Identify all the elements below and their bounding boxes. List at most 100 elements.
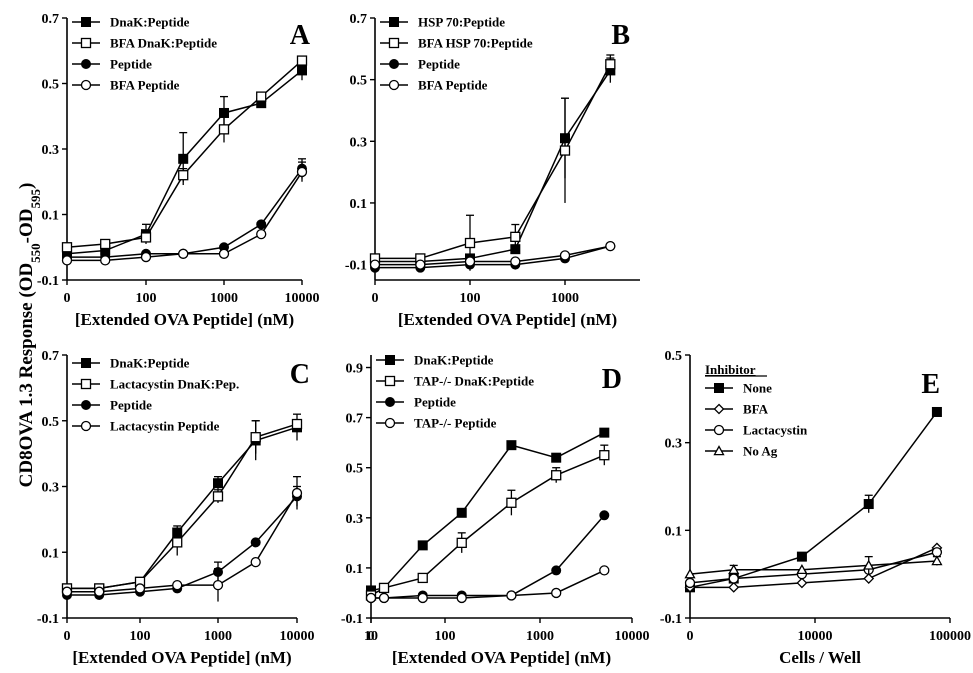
legend-marker [80,378,92,390]
x-tick-label: 0 [372,291,379,306]
legend-marker [81,400,91,410]
data-point [417,592,428,604]
data-point [218,248,230,259]
data-point [863,559,875,570]
legend: DnaK:Peptide Lactacystin DnaK:Pep. Peptide… [72,356,239,434]
legend-marker [384,417,396,429]
data-point [296,166,308,178]
chart-panel-b: -0.1 0.1 0.3 0.5 0.7 0 100 1000 [Extended OVA Pe… [345,12,640,329]
series-lactacystin-dnak-pep- [61,418,303,594]
series-none [685,406,942,593]
legend-entry-label: No Ag [743,444,778,459]
series-dnak-peptide [62,413,302,594]
series-lactacystin-peptide [61,475,303,602]
legend-marker [385,397,395,407]
series-line [690,547,938,589]
legend-marker [80,37,92,49]
panels: -0.10.10.30.50.70 100 1000 10000[Extended O… [37,12,971,667]
data-point [796,551,807,562]
data-point [456,537,467,549]
data-point [61,255,73,266]
data-point [172,537,183,548]
data-point [61,242,73,253]
legend-marker [389,17,399,27]
y-tick-label: 0.3 [665,437,683,452]
y-tick-label: -0.1 [660,612,682,627]
data-point [605,240,616,252]
x-tick-label: 100 [460,291,481,306]
series-line [689,560,937,575]
legend-marker [713,424,725,436]
x-tick-label: 10000 [280,629,315,644]
legend-marker [80,420,92,432]
y-tick-label: 0.1 [42,546,60,561]
data-point [605,59,616,70]
legend-entry-label: DnaK:Peptide [110,15,190,30]
x-tick-label: 10000 [615,629,650,644]
data-point [296,55,308,66]
chart-panel-d: -0.1 0.1 0.3 0.5 0.7 0.9 010 100 1000 10000 [Exten… [341,353,650,668]
data-point [551,565,562,576]
data-point [559,250,571,261]
data-point [863,573,875,584]
legend-entry-label: Peptide [110,398,152,413]
legend-marker [384,375,396,387]
y-tick-label: 0.5 [346,462,364,477]
y-tick-label: 0.1 [665,524,683,539]
legend-marker [389,59,399,69]
data-point [100,238,111,250]
y-tick-label: -0.1 [37,274,59,289]
y-tick-label: 0.1 [350,197,368,212]
legend-entry-label: Peptide [110,57,152,72]
x-tick-label: 100000 [929,629,971,644]
legend-marker [714,383,724,393]
data-point [931,555,943,566]
data-point [415,259,426,270]
chart-panel-e: -0.1 0.1 0.3 0.5 0 10000 100000 Cells / Well E In… [660,349,971,667]
legend-entry-label: BFA Peptide [418,78,488,93]
legend-entry-label: Peptide [418,57,460,72]
data-point [599,450,610,461]
y-tick-label: 0.9 [346,362,364,377]
series-hsp-70-peptide [370,57,616,267]
data-point [365,592,377,604]
series-bfa-hsp-70-peptide [369,54,616,271]
data-point [796,563,808,575]
y-tick-label: 0.7 [346,412,364,427]
series-line [375,245,611,266]
data-point [456,592,467,604]
legend-entry-label: TAP-/- Peptide [414,416,497,431]
x-axis-label: [Extended OVA Peptide] (nM) [72,648,291,667]
data-point [551,452,562,463]
data-point [178,248,189,259]
data-point [506,590,517,601]
y-tick-label: 0.3 [346,512,364,527]
data-point [796,577,808,589]
y-tick-label: 0.5 [350,74,368,89]
y-tick-label: 0.7 [350,12,368,27]
data-point [212,491,224,502]
data-point [178,170,189,181]
legend-entry-label: BFA [743,402,769,417]
x-tick-label: 0 [368,629,375,644]
data-point [417,572,428,584]
x-tick-label: 0 [64,629,71,644]
x-axis-label: Cells / Well [779,648,861,667]
series-line [371,569,605,599]
legend-entry-label: BFA DnaK:Peptide [110,36,217,51]
data-point [172,579,183,591]
y-tick-label: 0.5 [42,78,60,93]
data-point [506,440,517,451]
y-tick-label: 0.5 [665,349,683,364]
legend-entry-label: DnaK:Peptide [414,353,494,368]
data-point [728,581,740,593]
series-bfa [684,542,943,593]
x-tick-label: 0 [64,291,71,306]
data-point [297,65,307,76]
data-point [599,427,610,438]
y-tick-label: 0.3 [42,143,60,158]
legend-marker [81,17,91,27]
legend-entry-label: DnaK:Peptide [110,356,190,371]
series-no-ag [684,555,943,579]
